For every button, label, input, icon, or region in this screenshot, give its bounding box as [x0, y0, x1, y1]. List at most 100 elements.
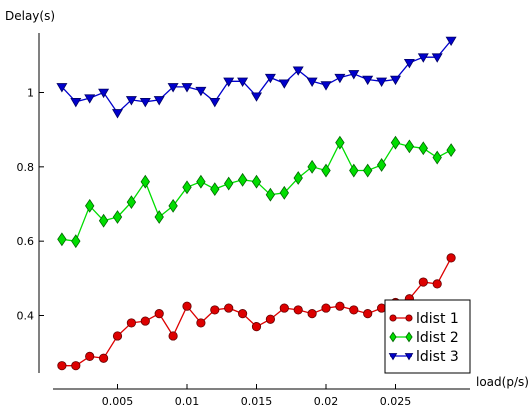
data-point — [307, 159, 317, 174]
data-point — [376, 77, 388, 87]
data-point — [238, 309, 248, 319]
data-point — [98, 213, 109, 228]
data-point — [418, 141, 428, 156]
data-point — [292, 66, 304, 76]
x-tick-label: 0.015 — [241, 395, 273, 408]
data-point — [390, 135, 401, 150]
data-point — [140, 316, 150, 326]
x-axis-title: load(p/s) — [476, 375, 529, 389]
data-point — [307, 309, 317, 319]
data-point — [195, 86, 207, 97]
data-point — [363, 309, 373, 319]
data-point — [182, 180, 192, 195]
data-point — [362, 75, 374, 86]
y-tick-label: 0.6 — [17, 235, 35, 248]
data-point — [251, 322, 262, 332]
data-point — [349, 305, 359, 315]
data-point — [431, 53, 443, 63]
legend-marker — [405, 314, 413, 322]
data-point — [432, 279, 442, 289]
data-point — [84, 94, 96, 104]
data-point — [293, 305, 303, 315]
data-point — [417, 53, 429, 63]
data-point — [209, 98, 221, 108]
legend-marker — [404, 353, 414, 361]
data-point — [181, 83, 193, 93]
data-point — [279, 185, 289, 200]
data-point — [153, 96, 165, 106]
legend-label: ldist 2 — [416, 330, 459, 346]
data-point — [446, 143, 456, 158]
data-point — [445, 36, 457, 47]
data-point — [321, 303, 331, 313]
data-point — [210, 182, 220, 197]
data-point — [223, 77, 235, 87]
data-point — [154, 210, 164, 224]
data-point — [126, 318, 136, 328]
data-point — [348, 70, 360, 80]
legend-marker — [405, 331, 413, 343]
data-point — [182, 301, 192, 311]
data-point — [306, 77, 318, 87]
x-tick-label: 0.01 — [175, 395, 200, 408]
data-point — [265, 314, 275, 324]
data-point — [293, 171, 303, 185]
data-point — [349, 163, 359, 178]
data-point — [56, 83, 68, 93]
data-point — [196, 318, 206, 328]
data-point — [432, 150, 442, 165]
data-point — [321, 163, 331, 178]
legend-item: ldist 3 — [388, 349, 459, 365]
data-point — [112, 109, 123, 119]
x-tick-label: 0.005 — [102, 395, 134, 408]
data-point — [98, 88, 110, 99]
axes: Delay(s) load(p/s) 0.40.60.81 0.005 0.01 0… — [5, 9, 529, 408]
data-point — [446, 253, 456, 263]
data-point — [196, 174, 206, 189]
data-point — [112, 210, 123, 224]
data-point — [404, 139, 415, 154]
data-point — [279, 303, 289, 313]
data-point — [70, 98, 82, 108]
legend-label: ldist 3 — [416, 349, 459, 365]
data-point — [251, 92, 262, 102]
data-point — [85, 198, 95, 213]
data-point — [112, 331, 123, 341]
data-point — [85, 351, 95, 361]
data-point — [335, 135, 345, 150]
data-point — [224, 303, 234, 313]
y-axis-ticks: 0.4 0.6 0.8 1 — [17, 87, 44, 323]
data-point — [71, 234, 81, 249]
legend-marker — [389, 314, 397, 322]
x-tick-label: 0.02 — [314, 395, 339, 408]
legend-item: ldist 1 — [389, 311, 459, 327]
data-point — [168, 198, 178, 213]
data-point — [390, 75, 401, 86]
x-axis-ticks: 0.005 0.01 0.015 0.02 0.025 — [102, 384, 411, 408]
data-point — [363, 163, 373, 178]
legend-marker — [389, 331, 397, 343]
data-point — [167, 83, 179, 93]
data-point — [57, 232, 67, 247]
data-point — [139, 98, 151, 108]
data-point — [335, 301, 345, 311]
legend-marker — [388, 353, 398, 361]
data-point — [278, 79, 290, 89]
data-point — [264, 73, 276, 84]
series-3 — [56, 36, 457, 119]
data-point — [265, 187, 276, 202]
data-point — [418, 277, 428, 287]
data-point — [71, 361, 81, 371]
y-tick-label: 0.8 — [17, 161, 35, 174]
series-2 — [57, 135, 456, 249]
y-tick-label: 0.4 — [17, 310, 35, 323]
legend: ldist 1 ldist 2 ldist 3 — [384, 299, 471, 374]
data-point — [334, 73, 346, 84]
data-point — [210, 305, 220, 315]
data-point — [320, 81, 332, 91]
data-point — [237, 77, 249, 87]
legend-label: ldist 1 — [416, 311, 459, 327]
data-point — [237, 172, 248, 187]
